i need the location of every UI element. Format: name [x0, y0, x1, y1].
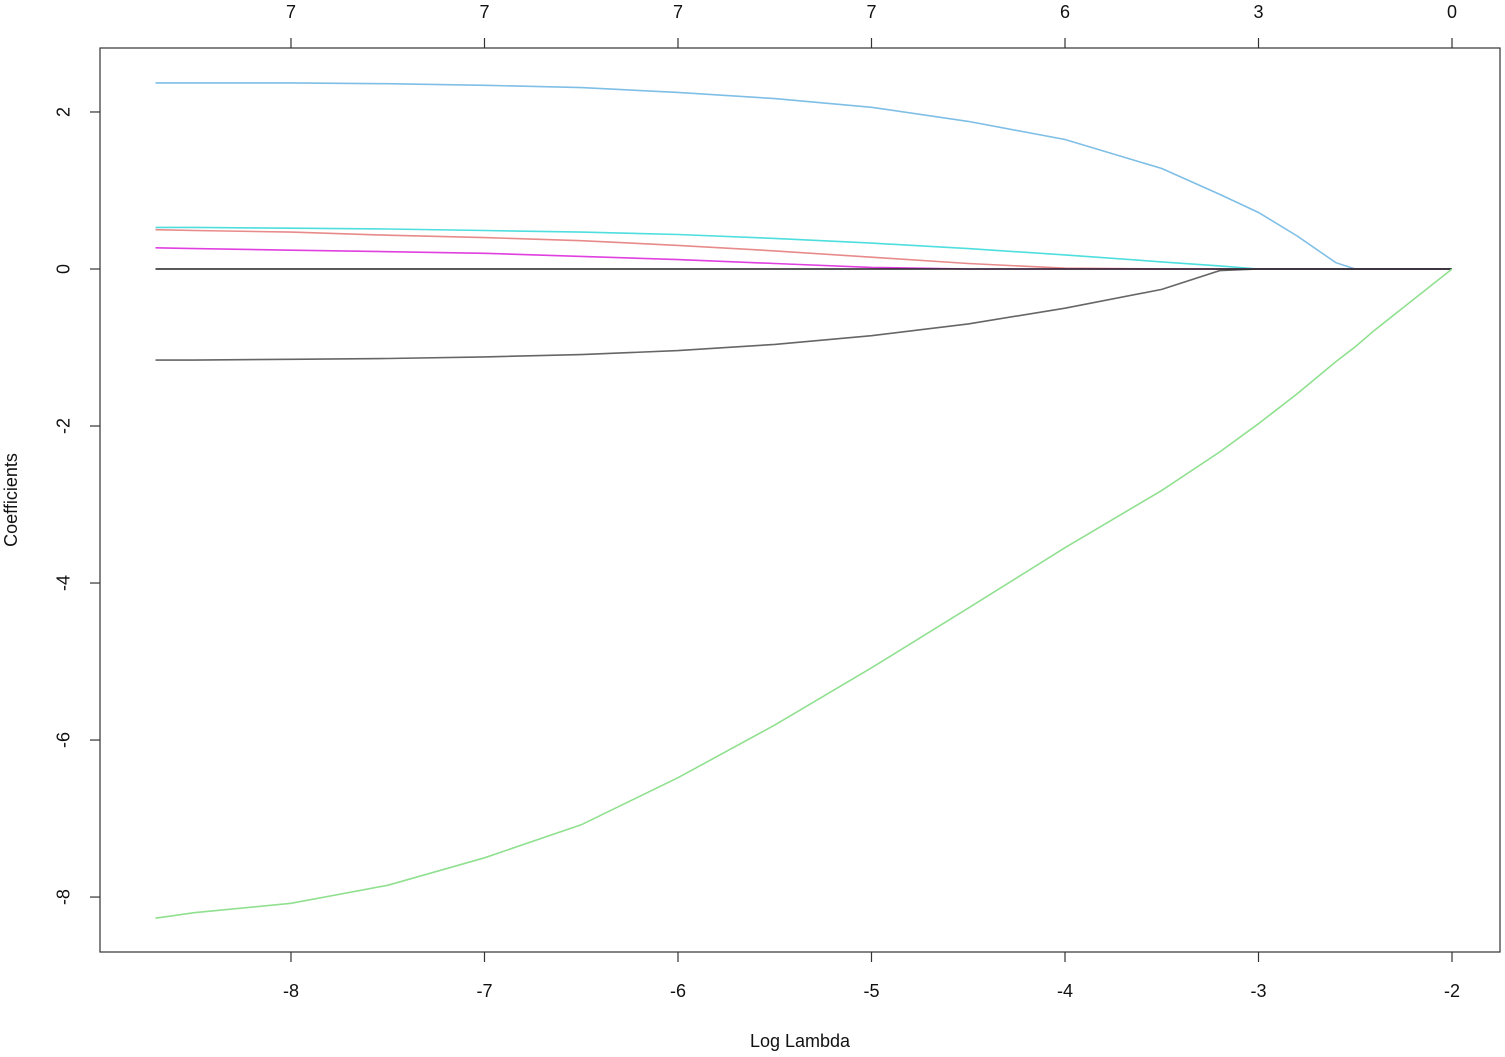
- coefficient-path: [155, 268, 1452, 361]
- top-tick-label: 7: [286, 2, 296, 22]
- plot-frame: [99, 47, 1501, 953]
- y-axis-label: Coefficients: [1, 453, 21, 547]
- top-tick-label: 0: [1447, 2, 1457, 22]
- coefficient-path: [155, 247, 1452, 270]
- coefficient-path: [155, 228, 1452, 270]
- x-tick-label: -6: [670, 981, 686, 1001]
- coefficient-path: [155, 268, 1453, 919]
- x-tick-label: -8: [283, 981, 299, 1001]
- y-tick-label: -4: [54, 575, 74, 591]
- x-tick-label: -7: [476, 981, 492, 1001]
- x-axis-label: Log Lambda: [750, 1031, 851, 1051]
- y-tick-label: -2: [54, 418, 74, 434]
- x-tick-label: -2: [1444, 981, 1460, 1001]
- y-tick-label: -8: [54, 889, 74, 905]
- top-tick-label: 7: [479, 2, 489, 22]
- top-tick-label: 7: [866, 2, 876, 22]
- top-tick-label: 6: [1060, 2, 1070, 22]
- y-tick-label: 0: [54, 264, 74, 274]
- x-tick-label: -4: [1057, 981, 1073, 1001]
- y-tick-label: -6: [54, 732, 74, 748]
- top-tick-label: 3: [1253, 2, 1263, 22]
- x-tick-label: -5: [863, 981, 879, 1001]
- top-tick-label: 7: [673, 2, 683, 22]
- x-tick-label: -3: [1250, 981, 1266, 1001]
- y-tick-label: 2: [54, 107, 74, 117]
- coefficient-path: [155, 82, 1452, 270]
